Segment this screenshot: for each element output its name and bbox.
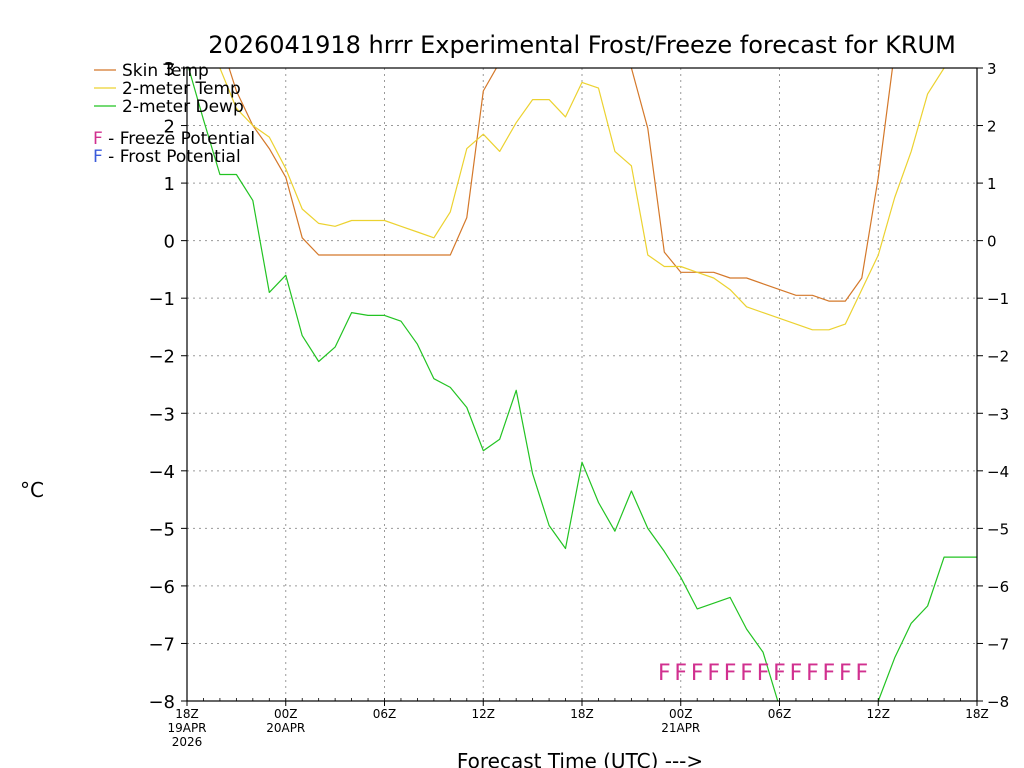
grid-layer (187, 68, 977, 701)
y-tick-label-right: −4 (987, 463, 1009, 481)
freeze-marker: F (724, 661, 737, 686)
chart-title: 2026041918 hrrr Experimental Frost/Freez… (208, 31, 956, 59)
x-tick-label: 00Z (274, 707, 298, 721)
x-tick-label: 00Z (669, 707, 693, 721)
plot-frame (186, 67, 978, 702)
y-tick-label-left: 1 (164, 174, 175, 195)
x-tick-label: 06Z (373, 707, 397, 721)
freeze-marker: F (740, 661, 753, 686)
freeze-marker: F (658, 661, 671, 686)
y-axis: 3 3 2 2 1 1 0 0 −1 −1 −2 −2 −3 −3 −4 −4 −5 −5 −6 −6 −7 −7 −8 −8 (148, 59, 1009, 713)
y-tick-label-left: 3 (164, 59, 175, 80)
y-tick-label-right: 2 (987, 118, 997, 136)
legend: Skin Temp 2-meter Temp 2-meter Dewp F - … (93, 61, 255, 167)
freeze-marker: F (707, 661, 720, 686)
freeze-marker: F (806, 661, 819, 686)
x-tick-label: 12Z (867, 707, 891, 721)
freeze-marker: F (773, 661, 786, 686)
freeze-marker: F (691, 661, 704, 686)
x-tick-label: 18Z (965, 707, 989, 721)
x-tick-label: 18Z (570, 707, 594, 721)
freeze-legend-text: - Freeze Potential (103, 129, 255, 149)
freeze-marker: F (839, 661, 852, 686)
y-tick-label-left: 2 (164, 117, 175, 138)
legend-frost-potential: F - Frost Potential (93, 147, 241, 167)
series-line-2-meter-temp (219, 68, 945, 331)
frost-legend-marker: F (93, 147, 103, 167)
y-tick-label-left: −1 (148, 289, 175, 310)
freeze-marker: F (823, 661, 836, 686)
y-tick-label-right: 3 (987, 60, 997, 78)
y-tick-label-right: −7 (987, 635, 1009, 653)
x-tick-label: 18Z (175, 707, 199, 721)
y-tick-label-left: −3 (148, 404, 175, 425)
x-axis-label: Forecast Time (UTC) ---> (457, 749, 703, 768)
freeze-marker: F (790, 661, 803, 686)
legend-label-2m-dewp: 2-meter Dewp (122, 97, 244, 117)
x-tick-label: 12Z (472, 707, 496, 721)
y-tick-label-left: −8 (148, 692, 175, 713)
series-layer (188, 68, 977, 701)
y-tick-label-right: 1 (987, 175, 997, 193)
freeze-marker: F (674, 661, 687, 686)
y-axis-unit-label: °C (20, 478, 44, 502)
y-tick-label-left: 0 (164, 232, 175, 253)
y-tick-label-right: −8 (987, 693, 1009, 711)
frost-legend-text: - Frost Potential (103, 147, 241, 167)
legend-label-2m-temp: 2-meter Temp (122, 79, 241, 99)
y-tick-label-left: −4 (148, 462, 175, 483)
y-tick-label-left: −6 (148, 577, 175, 598)
y-tick-label-right: −1 (987, 290, 1009, 308)
y-tick-label-left: −2 (148, 347, 175, 368)
x-tick-year: 2026 (172, 735, 203, 749)
x-tick-label: 06Z (768, 707, 792, 721)
y-tick-label-right: −5 (987, 520, 1009, 538)
y-tick-label-left: −5 (148, 519, 175, 540)
x-tick-date: 19APR (167, 721, 206, 735)
series-line-2-meter-dewp (188, 68, 977, 701)
y-tick-label-right: −3 (987, 405, 1009, 423)
freeze-legend-marker: F (93, 129, 103, 149)
legend-freeze-potential: F - Freeze Potential (93, 129, 255, 149)
y-tick-label-left: −7 (148, 634, 175, 655)
x-tick-date: 21APR (661, 721, 700, 735)
freeze-marker: F (757, 661, 770, 686)
legend-label-skin-temp: Skin Temp (122, 61, 209, 81)
series-line-skin-temp (228, 68, 894, 302)
y-tick-label-right: −2 (987, 348, 1009, 366)
x-tick-date: 20APR (266, 721, 305, 735)
y-tick-label-right: 0 (987, 233, 997, 251)
y-tick-label-right: −6 (987, 578, 1009, 596)
freeze-marker: F (855, 661, 868, 686)
